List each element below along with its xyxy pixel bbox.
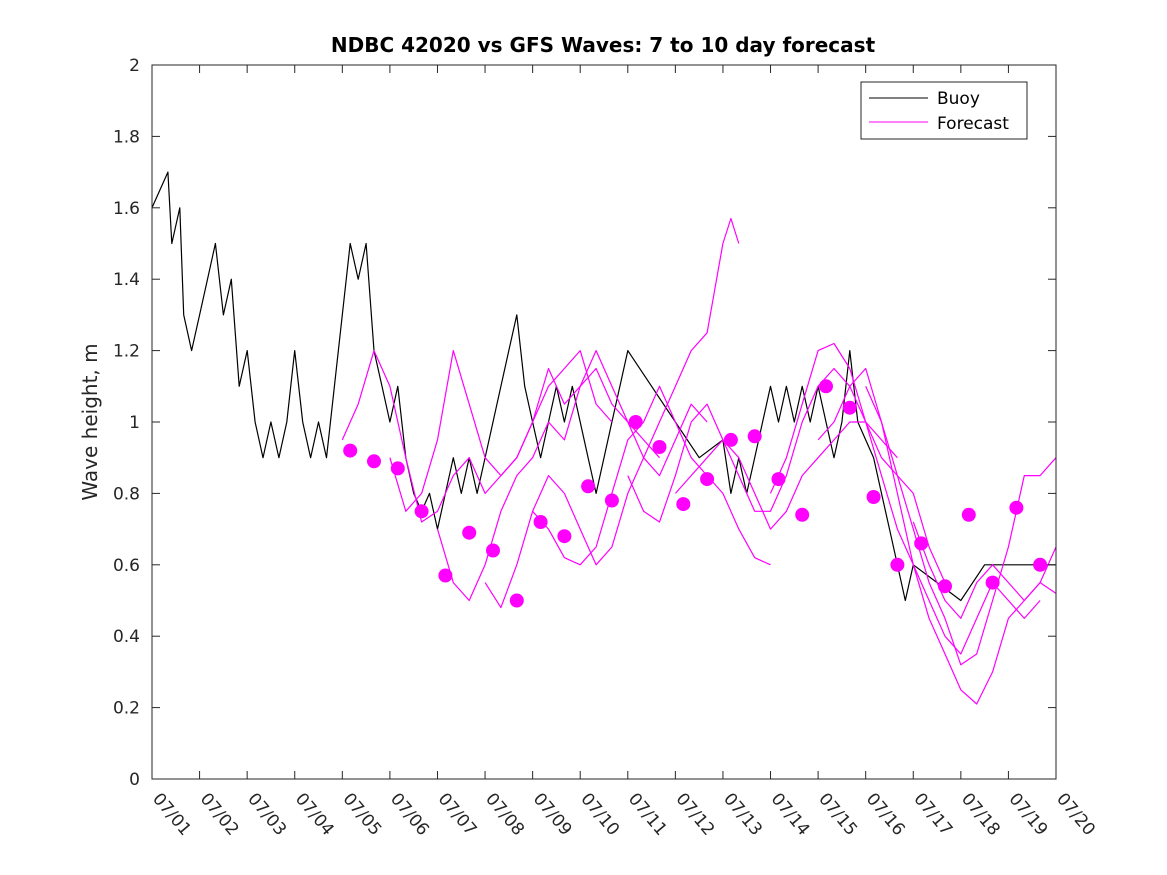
forecast-series-line-4 [484, 217, 740, 609]
forecast-series-line-9 [817, 367, 1057, 705]
legend: Buoy Forecast [860, 81, 1028, 140]
forecast-marker [890, 557, 905, 572]
legend-box [860, 81, 1028, 140]
forecast-series-line-7 [674, 367, 946, 583]
forecast-marker [533, 515, 548, 529]
y-axis: 0 0.2 0.4 0.6 0.8 1 1.2 1.4 1.6 1.8 2 [113, 56, 1056, 790]
forecast-series-line-1 [341, 350, 613, 523]
forecast-marker [628, 415, 643, 429]
y-tick-label: 0.4 [113, 627, 140, 647]
y-tick-label: 1 [129, 413, 140, 433]
y-tick-label: 0.8 [113, 484, 140, 504]
forecast-series-line-11 [912, 521, 1057, 619]
y-tick-label: 2 [129, 56, 140, 76]
legend-forecast-label: Forecast [937, 114, 1009, 134]
forecast-marker [486, 543, 500, 558]
y-tick-label: 0 [129, 770, 140, 790]
forecast-marker [842, 400, 857, 415]
forecast-marker [462, 525, 477, 540]
forecast-marker [604, 493, 619, 508]
forecast-marker [557, 529, 572, 544]
forecast-marker [866, 490, 881, 504]
forecast-series-line-2 [389, 350, 660, 512]
forecast-marker [1009, 500, 1024, 515]
forecast-marker [795, 507, 810, 522]
y-tick-label: 1.6 [113, 199, 140, 219]
y-axis-label: Wave height, m [78, 343, 102, 500]
forecast-series-line-3 [436, 367, 708, 602]
forecast-marker [700, 472, 715, 487]
forecast-marker [747, 429, 762, 444]
forecast-marker [390, 461, 405, 476]
y-tick-label: 1.4 [113, 270, 140, 290]
forecast-marker [367, 454, 381, 469]
buoy-series-line [151, 171, 1056, 602]
forecast-marker [819, 379, 833, 394]
chart-title: NDBC 42020 vs GFS Waves: 7 to 10 day for… [331, 33, 876, 57]
forecast-series-line-10 [865, 386, 1057, 666]
forecast-marker [723, 432, 738, 447]
forecast-marker [652, 440, 667, 454]
forecast-marker [414, 504, 429, 519]
forecast-marker [676, 497, 691, 512]
forecast-marker [771, 472, 786, 487]
forecast-marker [509, 593, 524, 608]
forecast-marker [343, 443, 358, 458]
y-tick-label: 0.2 [113, 699, 140, 719]
forecast-marker [961, 507, 976, 522]
y-tick-label: 0.6 [113, 556, 140, 576]
forecast-marker [438, 568, 453, 583]
legend-buoy-label: Buoy [937, 89, 980, 109]
forecast-marker [938, 579, 952, 594]
forecast-marker [581, 479, 596, 494]
forecast-marker [985, 575, 1000, 590]
forecast-series-line-5 [532, 385, 771, 566]
y-tick-label: 1.8 [113, 127, 140, 147]
forecast-marker [1033, 557, 1048, 572]
forecast-marker [914, 536, 929, 551]
y-tick-label: 1.2 [113, 342, 140, 362]
plot-layer [151, 171, 1057, 705]
